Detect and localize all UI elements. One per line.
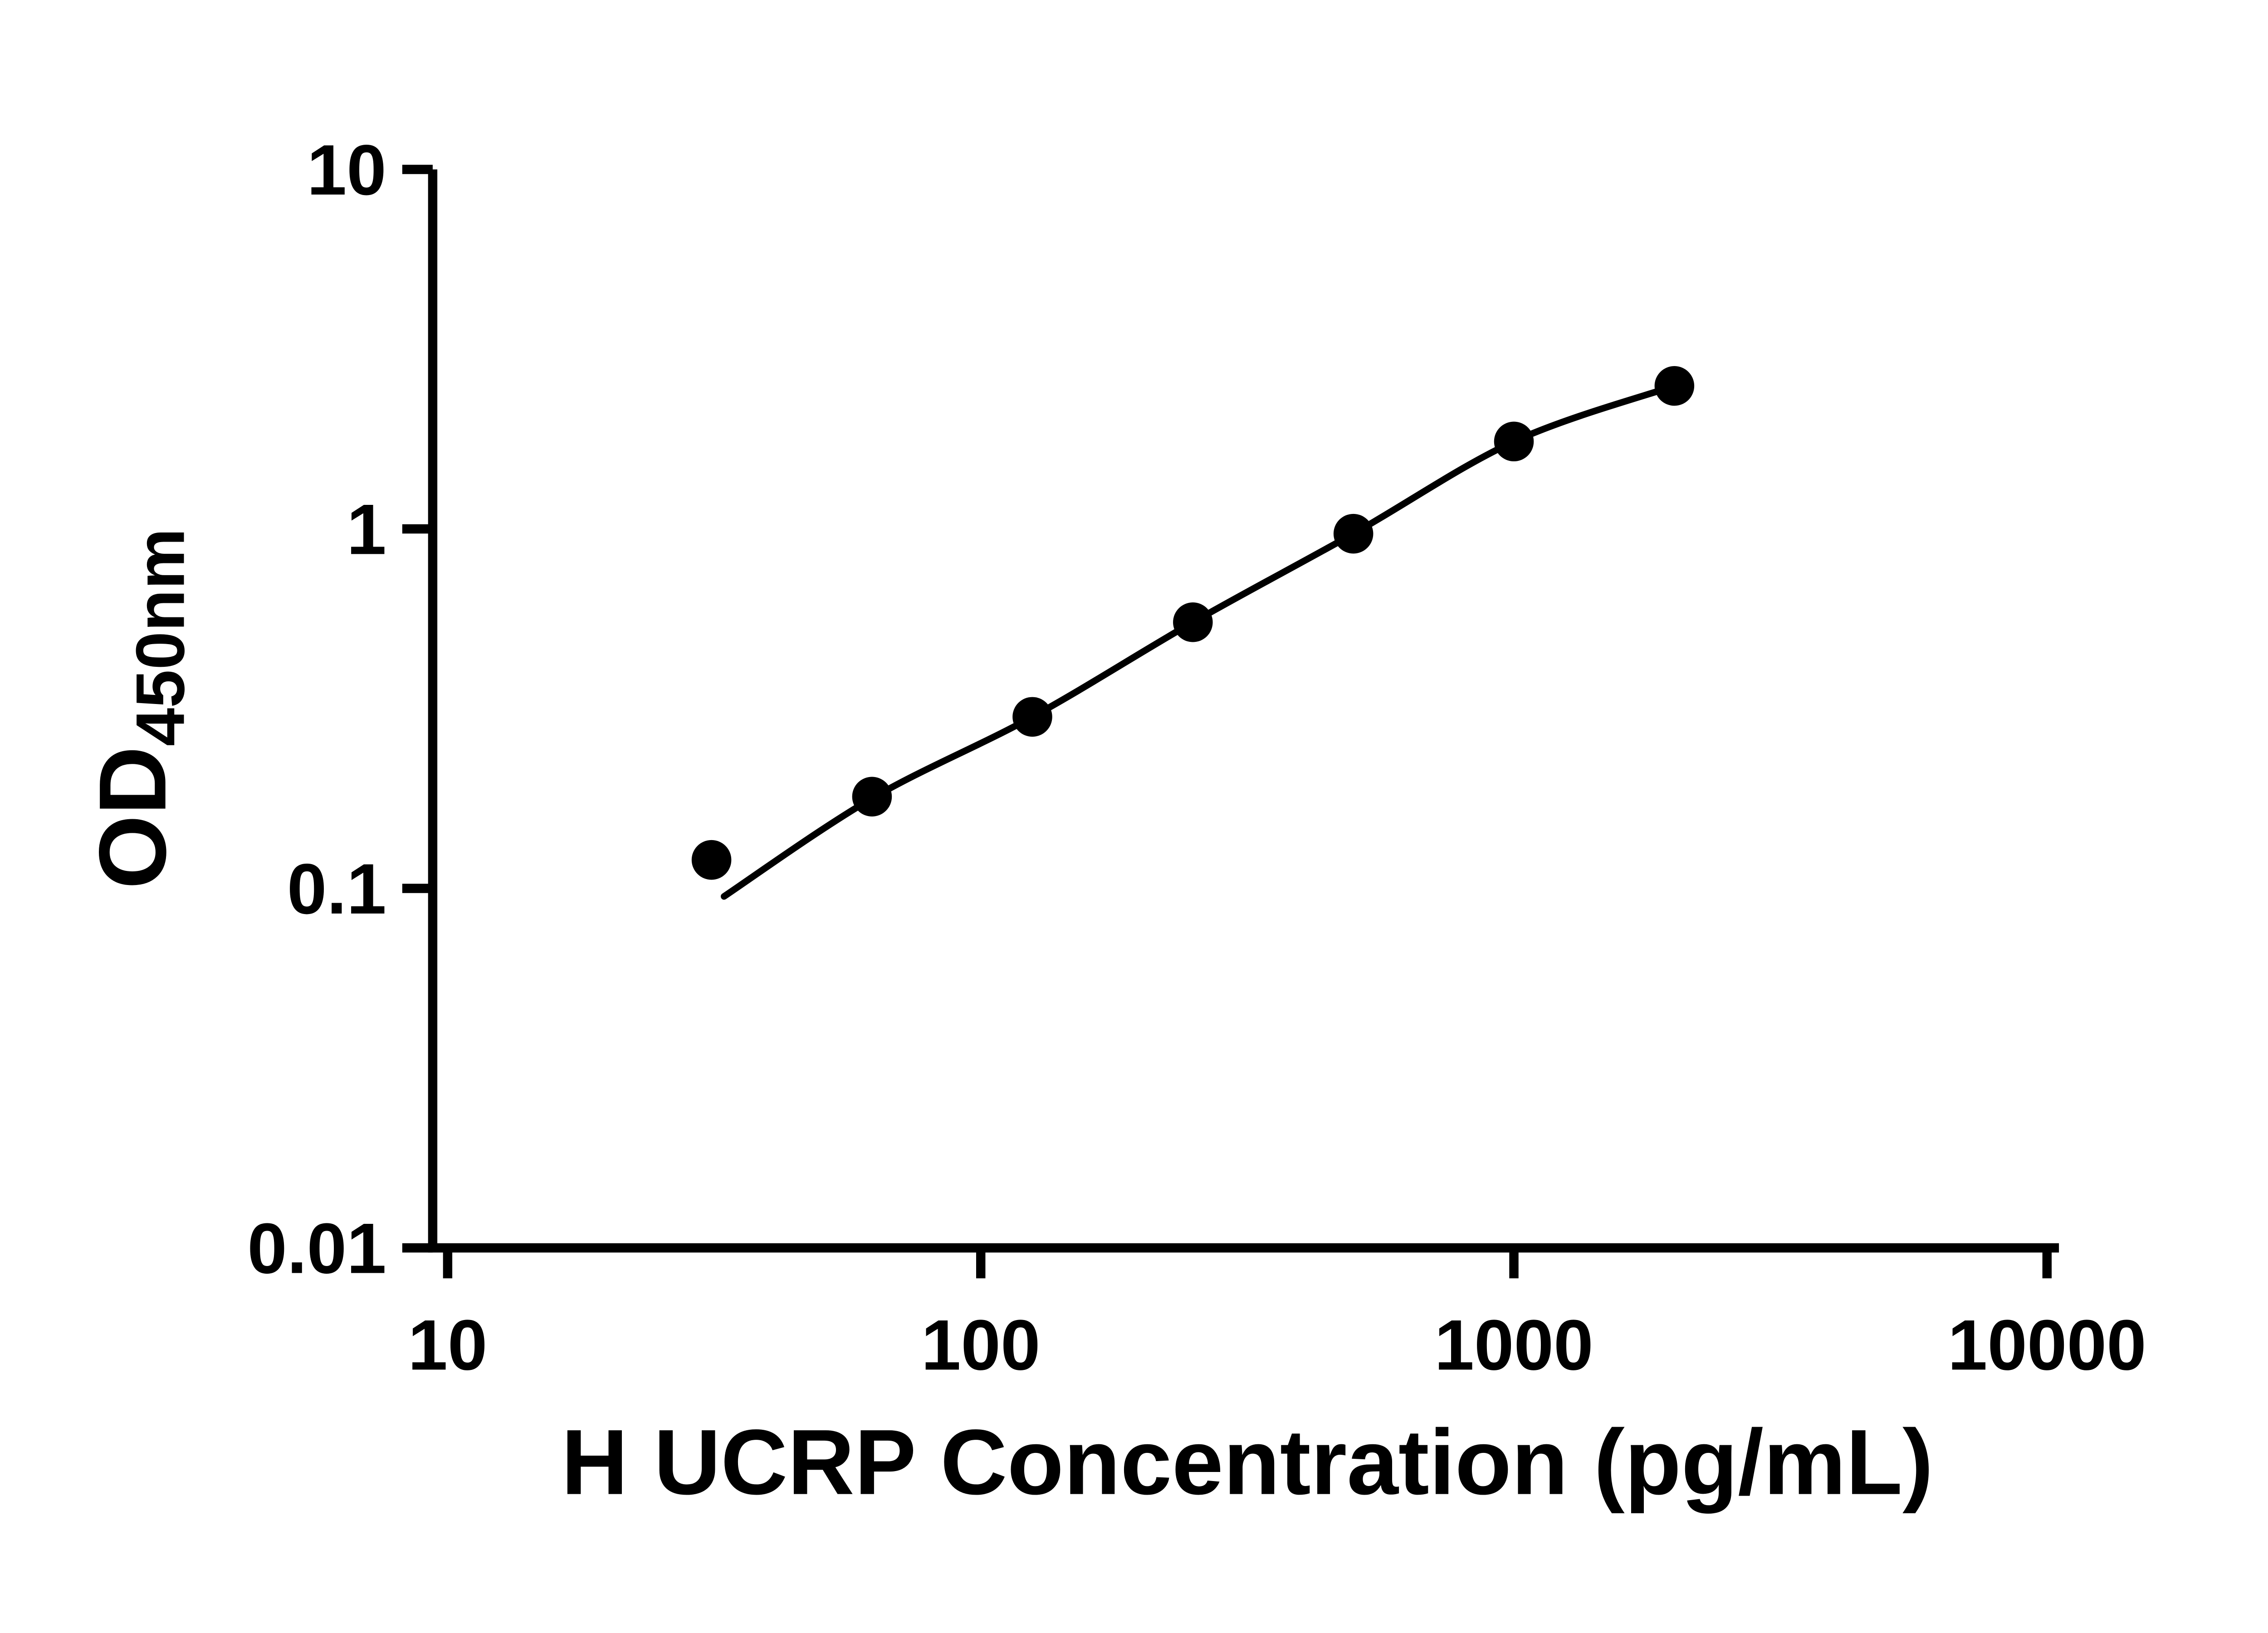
y-axis-title-subscript: 450nm [122,528,199,746]
data-point [691,840,732,880]
x-tick-label: 100 [921,1305,1041,1385]
x-tick-label: 10000 [1948,1305,2146,1385]
x-tick-label: 1000 [1434,1305,1593,1385]
y-tick-label: 10 [307,130,386,210]
fit-curve [720,382,1678,900]
axis-frame [428,169,2059,1253]
data-point [1173,602,1213,642]
y-tick-label: 0.1 [287,849,386,929]
x-tick-label: 10 [408,1305,487,1385]
data-point [852,777,892,816]
x-axis-title: H UCRP Concentration (pg/mL) [561,1411,1933,1514]
y-tick-label: 1 [347,489,386,569]
data-point [1012,697,1052,737]
y-tick-label: 0.01 [247,1208,386,1288]
data-point [1654,366,1695,406]
y-axis-title: OD450nm [79,528,199,889]
data-point [1494,421,1534,462]
y-axis-title-main: OD [79,746,186,889]
data-point [1333,513,1374,554]
